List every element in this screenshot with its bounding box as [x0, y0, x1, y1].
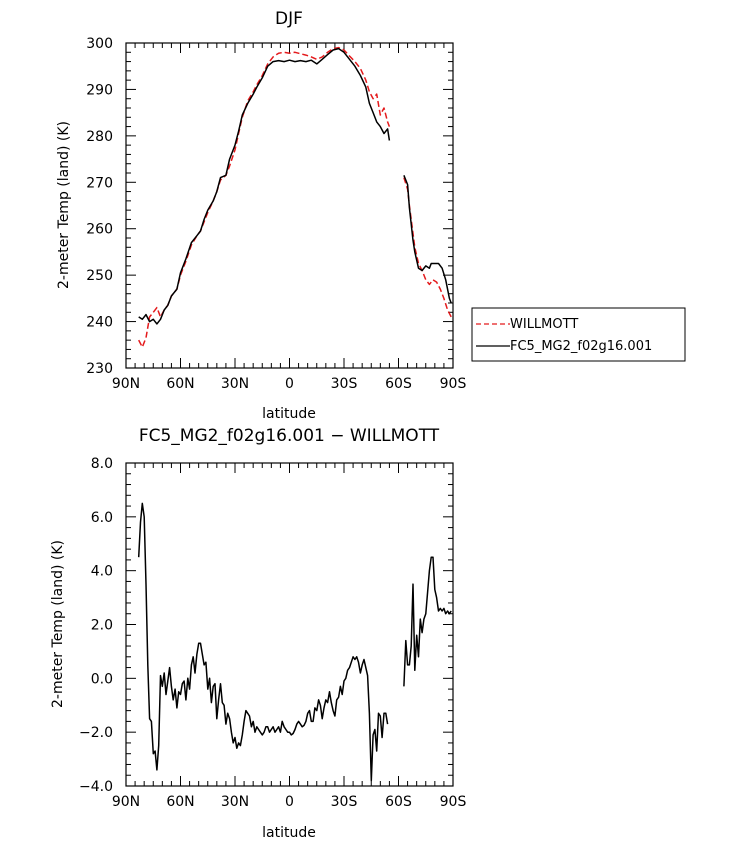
- legend: WILLMOTT FC5_MG2_f02g16.001: [471, 307, 686, 362]
- legend-box: [471, 307, 686, 362]
- y-tick-label: −4.0: [79, 779, 113, 795]
- top-x-tick-labels: 90N 60N 30N 0 30S 60S 90S: [112, 376, 467, 392]
- top-chart-title: DJF: [275, 9, 303, 29]
- bottom-x-axis-label: latitude: [262, 825, 316, 841]
- series-line-willmott-segment-2: [403, 177, 452, 318]
- x-tick-label: 60N: [166, 794, 194, 810]
- y-tick-label: 230: [86, 361, 113, 377]
- x-tick-label: 0: [285, 794, 294, 810]
- y-tick-label: 6.0: [91, 510, 113, 526]
- x-tick-label: 60N: [166, 376, 194, 392]
- top-y-tick-labels: 230 240 250 260 270 280 290 300: [86, 36, 113, 377]
- x-tick-label: 60S: [385, 376, 412, 392]
- series-line-fc5-mg2-f02g16-001-segment-2: [403, 175, 452, 304]
- y-tick-label: 300: [86, 36, 113, 52]
- x-tick-label: 30N: [221, 794, 249, 810]
- series-line-difference-segment-1: [137, 502, 389, 782]
- top-plot-frame: [125, 42, 454, 369]
- bottom-plot-frame: [125, 462, 454, 787]
- x-tick-label: 90N: [112, 376, 140, 392]
- top-panel: DJF 90N 60N 30N 0 30S 60S 90S 2302402502602702…: [56, 9, 686, 422]
- series-line-willmott-segment-1: [138, 46, 391, 348]
- x-tick-label: 60S: [385, 794, 412, 810]
- bottom-chart-title: FC5_MG2_f02g16.001 − WILLMOTT: [139, 426, 440, 446]
- x-tick-label: 30N: [221, 376, 249, 392]
- bottom-y-tick-labels: −4.0 −2.0 0.0 2.0 4.0 6.0 8.0: [79, 456, 113, 795]
- x-tick-label: 30S: [331, 376, 358, 392]
- x-tick-label: 30S: [331, 794, 358, 810]
- top-y-axis-label: 2-meter Temp (land) (K): [56, 121, 72, 289]
- y-tick-label: 8.0: [91, 456, 113, 472]
- bottom-x-tick-labels: 90N 60N 30N 0 30S 60S 90S: [112, 794, 467, 810]
- y-tick-label: 2.0: [91, 618, 113, 634]
- y-tick-label: 250: [86, 268, 113, 284]
- y-tick-label: 270: [86, 175, 113, 191]
- x-tick-label: 0: [285, 376, 294, 392]
- y-tick-label: 290: [86, 82, 113, 98]
- x-tick-label: 90S: [440, 794, 467, 810]
- y-tick-label: 260: [86, 222, 113, 238]
- series-line-fc5-mg2-f02g16-001-segment-1: [138, 47, 391, 325]
- y-tick-label: 0.0: [91, 671, 113, 687]
- top-ticks: [125, 42, 454, 369]
- x-tick-label: 90N: [112, 794, 140, 810]
- legend-label-model: FC5_MG2_f02g16.001: [510, 339, 652, 354]
- y-tick-label: 280: [86, 129, 113, 145]
- series-line-difference-segment-2: [403, 556, 452, 687]
- y-tick-label: 4.0: [91, 564, 113, 580]
- legend-label-willmott: WILLMOTT: [510, 317, 578, 332]
- y-tick-label: −2.0: [79, 725, 113, 741]
- top-x-axis-label: latitude: [262, 406, 316, 422]
- y-tick-label: 240: [86, 315, 113, 331]
- bottom-y-axis-label: 2-meter Temp (land) (K): [50, 540, 66, 708]
- bottom-ticks: [125, 462, 454, 787]
- bottom-series: [137, 502, 452, 782]
- bottom-panel: FC5_MG2_f02g16.001 − WILLMOTT 90N 60N 30N 0…: [50, 426, 466, 841]
- x-tick-label: 90S: [440, 376, 467, 392]
- top-series: [138, 46, 452, 348]
